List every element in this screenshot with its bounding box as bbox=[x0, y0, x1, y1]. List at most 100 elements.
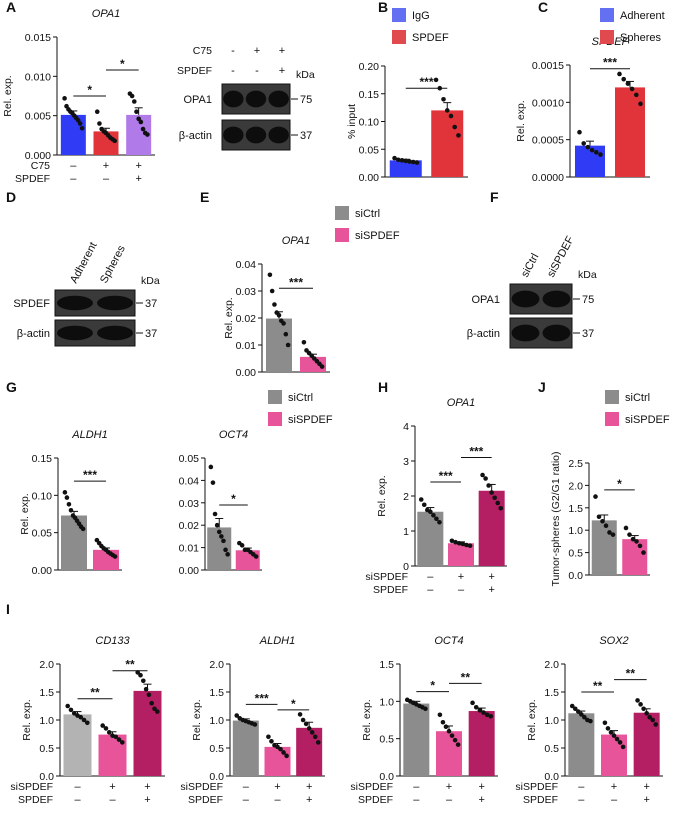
blot-condition-sign: - bbox=[231, 65, 235, 77]
blot-band bbox=[268, 126, 289, 144]
data-point bbox=[634, 539, 639, 544]
condition-sign: – bbox=[427, 584, 434, 596]
data-point bbox=[219, 534, 224, 539]
condition-sign: – bbox=[458, 584, 465, 596]
data-point bbox=[68, 707, 74, 713]
y-tick-label: 0.0 bbox=[568, 570, 583, 582]
y-tick-label: 0.05 bbox=[32, 528, 53, 540]
data-point bbox=[62, 96, 67, 101]
y-tick-label: 0.05 bbox=[179, 453, 200, 465]
data-point bbox=[621, 76, 626, 82]
condition-label: SPDEF bbox=[188, 794, 223, 806]
data-point bbox=[309, 730, 315, 735]
blot-band bbox=[245, 126, 267, 144]
y-axis-label: Tumor-spheres (G2/G1 ratio) bbox=[550, 452, 562, 587]
data-point bbox=[441, 97, 446, 102]
data-point bbox=[629, 86, 635, 92]
chart-title: OCT4 bbox=[434, 635, 463, 647]
y-tick-label: 2.0 bbox=[39, 659, 54, 671]
data-point bbox=[143, 686, 149, 692]
bar bbox=[478, 490, 505, 566]
y-tick-label: 0.03 bbox=[236, 286, 257, 298]
condition-sign: + bbox=[643, 781, 649, 793]
data-point bbox=[608, 730, 614, 735]
data-point bbox=[625, 81, 631, 86]
condition-sign: + bbox=[274, 781, 280, 793]
y-tick-label: 1.5 bbox=[39, 687, 54, 699]
legend-swatch bbox=[605, 390, 619, 404]
data-point bbox=[588, 718, 593, 724]
blot-band bbox=[542, 324, 571, 342]
data-point bbox=[488, 713, 494, 719]
data-point bbox=[80, 526, 86, 532]
significance-label: * bbox=[231, 492, 236, 506]
significance-label: * bbox=[87, 83, 92, 97]
chart-title: OPA1 bbox=[92, 8, 121, 20]
condition-sign: – bbox=[578, 794, 585, 806]
marker-label: 37 bbox=[582, 328, 594, 340]
blot-band bbox=[245, 90, 267, 108]
legend-label: siSPDEF bbox=[625, 414, 670, 426]
data-point bbox=[473, 705, 479, 710]
data-point bbox=[312, 734, 318, 740]
significance-label: *** bbox=[255, 691, 269, 705]
significance-label: * bbox=[120, 57, 125, 71]
chart-title: ALDH1 bbox=[71, 429, 107, 441]
significance-label: ** bbox=[626, 667, 636, 681]
significance-label: ** bbox=[593, 679, 603, 693]
data-point bbox=[448, 113, 454, 119]
y-axis-label: Rel. exp. bbox=[526, 699, 538, 740]
data-point bbox=[641, 706, 646, 712]
y-tick-label: 0.5 bbox=[544, 743, 559, 755]
y-tick-label: 0.0005 bbox=[532, 135, 564, 147]
blot-band bbox=[97, 325, 133, 341]
chart-G2: OCT4 0.00 0.01 0.02 0.03 0.04 0.05 * bbox=[179, 429, 262, 577]
y-tick-label: 0.015 bbox=[25, 32, 51, 44]
data-point bbox=[297, 712, 303, 717]
marker-label: 37 bbox=[300, 130, 312, 142]
y-tick-label: 0.0015 bbox=[532, 60, 564, 72]
condition-sign: + bbox=[478, 794, 484, 806]
legend-swatch bbox=[268, 390, 282, 404]
data-point bbox=[600, 518, 605, 524]
data-point bbox=[65, 703, 70, 709]
blot-condition-sign: - bbox=[255, 65, 259, 77]
data-point bbox=[446, 728, 452, 734]
data-point bbox=[605, 726, 611, 731]
data-point bbox=[581, 141, 586, 146]
significance-label: * bbox=[291, 697, 296, 711]
chart-title: ALDH1 bbox=[259, 635, 295, 647]
data-point bbox=[602, 720, 608, 726]
condition-sign: – bbox=[243, 794, 250, 806]
blot-strip bbox=[509, 317, 573, 349]
significance-label: * bbox=[617, 477, 622, 491]
legend-label: siSPDEF bbox=[355, 230, 400, 242]
panel-letter-D: D bbox=[6, 189, 16, 205]
data-point bbox=[212, 511, 218, 517]
y-tick-label: 0.04 bbox=[179, 475, 200, 487]
data-point bbox=[460, 541, 466, 547]
y-tick-label: 0.0010 bbox=[532, 97, 564, 109]
condition-sign: – bbox=[578, 781, 585, 793]
data-point bbox=[79, 125, 85, 131]
data-point bbox=[135, 670, 140, 675]
y-tick-label: 0.10 bbox=[359, 117, 380, 129]
data-point bbox=[456, 133, 461, 138]
blot-condition-label: C75 bbox=[193, 45, 212, 57]
y-tick-label: 1.0 bbox=[379, 696, 394, 708]
condition-label: siSPDEF bbox=[350, 781, 393, 793]
y-tick-label: 1.5 bbox=[209, 687, 224, 699]
blot-condition-label: SPDEF bbox=[177, 65, 212, 77]
data-point bbox=[152, 706, 157, 712]
y-tick-label: 0.20 bbox=[359, 61, 380, 73]
y-tick-label: 0.5 bbox=[379, 734, 394, 746]
data-point bbox=[637, 543, 643, 549]
bar bbox=[436, 731, 462, 776]
data-point bbox=[611, 733, 617, 738]
data-point bbox=[315, 740, 321, 745]
data-point bbox=[97, 121, 102, 126]
y-tick-label: 0.15 bbox=[359, 89, 380, 101]
significance-label: *** bbox=[469, 445, 483, 459]
